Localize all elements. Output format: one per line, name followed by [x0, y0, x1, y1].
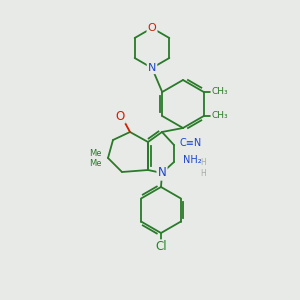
Text: CH₃: CH₃ [212, 112, 228, 121]
Text: C≡N: C≡N [180, 138, 202, 148]
Text: NH₂: NH₂ [183, 155, 201, 165]
Text: O: O [148, 23, 156, 33]
Text: H
H: H H [200, 158, 206, 178]
Text: N: N [158, 167, 166, 179]
Text: Me: Me [89, 148, 101, 158]
Text: N: N [148, 63, 156, 73]
Text: CH₃: CH₃ [212, 88, 228, 97]
Text: Me: Me [89, 160, 101, 169]
Text: Cl: Cl [155, 241, 167, 254]
Text: O: O [116, 110, 124, 122]
